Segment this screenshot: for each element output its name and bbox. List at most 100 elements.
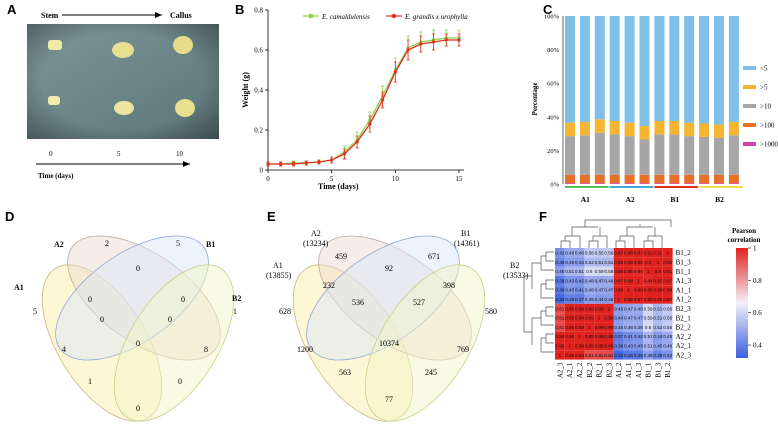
bar-segment [699, 174, 710, 184]
group-label: A2 [625, 195, 634, 204]
heatmap-value: 0.91 [663, 260, 672, 265]
heatmap-cell [662, 285, 673, 295]
heatmap-value: 0.37 [614, 334, 623, 339]
bar-segment [624, 183, 635, 184]
heatmap-value: 0.44 [653, 334, 662, 339]
heatmap-value: 0.59 [644, 316, 653, 321]
bar-segment [594, 16, 605, 120]
panel-c-y-tick-label: 0% [550, 182, 559, 189]
heatmap-cell [604, 266, 614, 276]
heatmap-value: 0.47 [595, 288, 604, 293]
panel-b-y-tick-label: 0.8 [254, 7, 263, 15]
heatmap-cell [662, 248, 673, 258]
data-point [393, 70, 397, 74]
panel-b-y-tick-label: 0 [260, 167, 264, 175]
heatmap-value: 0.96 [555, 343, 564, 348]
venn-d-label-a2: A2 [54, 240, 64, 249]
venn-e-a2b2: 769 [457, 345, 469, 354]
venn-e-label-b1: B1 [461, 229, 470, 238]
panel-c-letter: C [543, 2, 553, 17]
venn-e-size-a2: (13234) [303, 239, 329, 248]
heatmap-cell [555, 313, 565, 323]
bar-segment [639, 126, 650, 140]
bar-segment [654, 134, 665, 175]
bar-segment [669, 183, 680, 184]
heatmap-value: 0.85 [565, 306, 574, 311]
day-tick-5: 5 [117, 150, 121, 158]
heatmap-cell [643, 313, 653, 323]
heatmap-cell [594, 275, 604, 286]
heatmap-cell [643, 341, 653, 351]
heatmap-value: 0.98 [565, 334, 574, 339]
bar-segment [594, 183, 605, 184]
heatmap-value: 0.51 [575, 269, 584, 274]
bar-segment [654, 183, 665, 184]
heatmap-cell [604, 275, 614, 286]
heatmap-value: 0.85 [565, 325, 574, 330]
bar-segment [714, 124, 724, 138]
panel-b-y-tick-label: 0.4 [254, 87, 263, 95]
heatmap-cell [584, 322, 595, 332]
heatmap-cell [604, 303, 614, 314]
colorbar-tick-label: 0.6 [753, 309, 762, 317]
panel-e-letter: E [267, 209, 276, 224]
heatmap-value: 0.86 [624, 260, 633, 265]
heatmap-cell [643, 257, 653, 267]
heatmap-cell [604, 341, 614, 351]
heatmap-cell [633, 341, 644, 351]
heatmap-value: 0.59 [604, 269, 613, 274]
bar-segment [579, 135, 590, 175]
heatmap-cell [643, 294, 653, 304]
heatmap-cell [574, 331, 585, 341]
heatmap-value: 0.99 [585, 316, 594, 321]
heatmap-cell [594, 350, 604, 360]
heatmap-cell [594, 285, 604, 295]
data-point [279, 162, 283, 166]
venn-d-a2-only: 2 [105, 239, 109, 248]
bar-segment [699, 183, 710, 184]
heatmap-value: 0.44 [614, 316, 623, 321]
bar-segment [624, 136, 635, 175]
bar-segment [654, 121, 665, 135]
bar-segment [624, 122, 635, 137]
bar-segment [579, 183, 590, 184]
heatmap-cell [613, 275, 624, 286]
group-bar [699, 186, 743, 188]
heatmap-row-label: B2_1 [676, 314, 692, 322]
heatmap-cell [662, 331, 673, 341]
heatmap-value: 0.45 [565, 260, 574, 265]
data-point [444, 38, 448, 42]
venn-e-b1-only: 671 [428, 252, 440, 261]
heatmap-col-label: A2_3 [556, 362, 564, 378]
heatmap-cell [643, 266, 653, 276]
heatmap-value: 0.59 [595, 269, 604, 274]
venn-d-b1b2: 0 [181, 295, 185, 304]
panel-f-letter: F [539, 209, 547, 224]
panel-c-y-tick-label: 40% [547, 114, 560, 121]
heatmap-cell [584, 248, 595, 258]
heatmap-value: 0.42 [634, 334, 643, 339]
bar-segment [609, 16, 620, 121]
heatmap-cell [584, 275, 595, 286]
day-tick-10: 10 [176, 150, 184, 158]
heatmap-cell [623, 294, 634, 304]
venn-d-b2-only: 1 [233, 307, 237, 316]
legend-label-camaldulensis: E. camaldulensis [321, 13, 370, 21]
heatmap-row-label: A2_3 [676, 351, 692, 359]
colorbar-tick-label: 1 [753, 245, 757, 253]
bar-segment [609, 134, 620, 175]
day-tick-0: 0 [49, 150, 53, 158]
heatmap-cell [662, 257, 673, 267]
colorbar-title-line1: Pearson [732, 227, 756, 235]
heatmap-cell [594, 294, 604, 304]
bar-segment [609, 174, 620, 184]
heatmap-cell [613, 350, 624, 360]
heatmap-cell [594, 248, 604, 258]
venn-d-a1a2b1: 0 [100, 315, 104, 324]
heatmap-value: 0.48 [585, 278, 594, 283]
bar-segment [669, 121, 680, 135]
panel-c-y-tick-label: 100% [544, 14, 560, 21]
heatmap-row-label: A2_1 [676, 342, 692, 350]
heatmap-cell [594, 331, 604, 341]
heatmap-value: 0.88 [575, 306, 584, 311]
